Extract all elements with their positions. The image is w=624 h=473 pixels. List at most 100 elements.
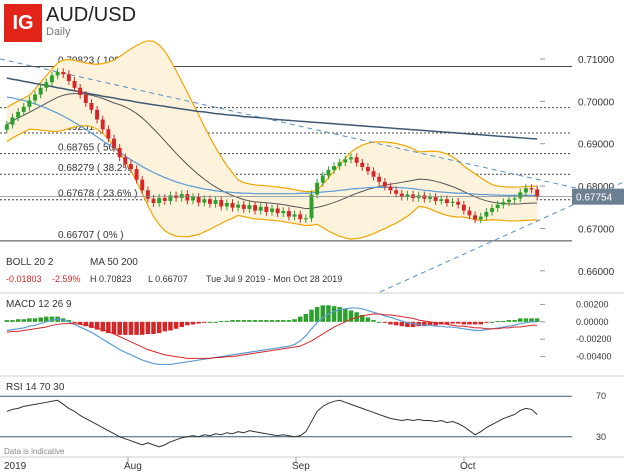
legend-range: Tue Jul 9 2019 - Mon Oct 28 2019 — [206, 274, 342, 284]
macd-histogram-bar — [89, 321, 94, 328]
macd-histogram-bar — [10, 320, 15, 322]
candle-body — [247, 205, 252, 209]
macd-histogram-bar — [371, 320, 376, 322]
bollinger-band-fill — [6, 40, 538, 240]
macd-histogram-bar — [506, 320, 512, 322]
candle-body — [303, 218, 308, 220]
macd-histogram-bar — [190, 321, 196, 325]
y-tick-label: 0.68000 — [578, 182, 615, 193]
candle-body — [343, 159, 348, 163]
disclaimer-text: Data is indicative — [4, 447, 65, 456]
macd-histogram-bar — [517, 318, 523, 322]
macd-histogram-bar — [269, 320, 275, 322]
macd-histogram-bar — [314, 307, 320, 322]
candle-body — [236, 204, 241, 208]
y-tick-label: 0.70000 — [578, 97, 615, 108]
macd-histogram-bar — [484, 321, 489, 323]
candle-body — [298, 214, 303, 220]
macd-label: MACD 12 26 9 — [6, 299, 72, 310]
macd-histogram-bar — [478, 321, 484, 325]
candle-body — [168, 195, 173, 201]
candle-body — [258, 206, 263, 211]
candle-body — [44, 82, 49, 88]
macd-histogram-bar — [467, 321, 472, 325]
macd-histogram-bar — [111, 321, 117, 334]
ma200-line — [6, 77, 538, 140]
legend-low: L 0.66707 — [148, 274, 188, 284]
macd-histogram-bar — [15, 319, 21, 322]
macd-histogram-bar — [393, 321, 399, 326]
macd-histogram-bar — [168, 321, 173, 331]
macd-histogram-bar — [360, 314, 365, 322]
macd-histogram-bar — [410, 321, 416, 328]
macd-histogram-bar — [100, 321, 105, 332]
legend-ma: MA 50 200 — [90, 257, 138, 268]
candle-body — [473, 215, 478, 220]
candle-body — [467, 210, 472, 216]
macd-histogram-bar — [49, 316, 55, 322]
macd-histogram-bar — [489, 321, 495, 323]
candle-body — [399, 193, 404, 197]
candle-body — [337, 162, 342, 167]
candle-body — [512, 198, 517, 200]
candle-body — [394, 190, 399, 194]
macd-tick-label: -0.00200 — [576, 334, 612, 344]
macd-histogram-bar — [117, 321, 122, 335]
macd-histogram-bar — [281, 320, 286, 322]
candle-body — [72, 80, 77, 88]
candle-body — [55, 72, 60, 76]
macd-histogram-bar — [365, 317, 371, 322]
macd-histogram-bar — [461, 321, 467, 325]
macd-histogram-bar — [196, 321, 201, 324]
y-tick-label: 0.66000 — [578, 267, 615, 278]
candle-body — [360, 162, 365, 167]
candle-body — [365, 167, 370, 172]
candle-body — [411, 194, 416, 198]
macd-histogram-bar — [94, 321, 100, 330]
candle-body — [456, 201, 461, 205]
macd-histogram-bar — [224, 320, 230, 322]
candle-body — [286, 211, 291, 217]
macd-histogram-bar — [162, 321, 168, 332]
symbol-title: AUD/USD — [46, 4, 137, 26]
candle-body — [354, 157, 359, 163]
price-tag-bg — [572, 188, 624, 205]
candle-body — [128, 164, 133, 170]
current-price-label: 0.67754 — [576, 193, 613, 204]
rsi-level-label: 70 — [596, 391, 606, 401]
candle-body — [106, 129, 111, 139]
macd-histogram-bar — [343, 308, 348, 322]
trendline-resistance — [0, 58, 624, 200]
fib-level-label: 0.70823 ( 100% ) — [58, 55, 135, 66]
legend-high: H 0.70823 — [90, 274, 132, 284]
rsi-level-label: 30 — [596, 432, 606, 442]
macd-histogram-bar — [179, 321, 184, 328]
candle-body — [478, 216, 483, 220]
bollinger-mid-line — [6, 93, 538, 210]
candle-body — [123, 157, 128, 165]
macd-histogram-bar — [427, 321, 433, 326]
candle-body — [461, 204, 466, 211]
legend-change-pct: -2.59% — [52, 274, 81, 284]
candle-body — [66, 74, 71, 81]
macd-histogram-bar — [32, 318, 38, 322]
macd-histogram-bar — [286, 320, 292, 322]
x-tick-label: Sep — [292, 461, 310, 472]
candle-body — [16, 111, 21, 118]
candle-body — [422, 195, 427, 199]
macd-histogram-bar — [529, 318, 534, 322]
candle-body — [230, 203, 235, 208]
candle-body — [95, 109, 100, 120]
candle-body — [151, 198, 156, 204]
macd-histogram-bar — [235, 320, 241, 322]
candle-body — [83, 94, 88, 104]
macd-histogram-bar — [292, 319, 297, 322]
macd-histogram-bar — [331, 306, 337, 322]
y-tick-label: 0.69000 — [578, 140, 615, 151]
candle-body — [145, 190, 150, 199]
macd-histogram-bar — [444, 321, 450, 325]
candle-body — [27, 100, 32, 107]
candle-body — [292, 214, 297, 217]
candle-body — [535, 189, 540, 197]
